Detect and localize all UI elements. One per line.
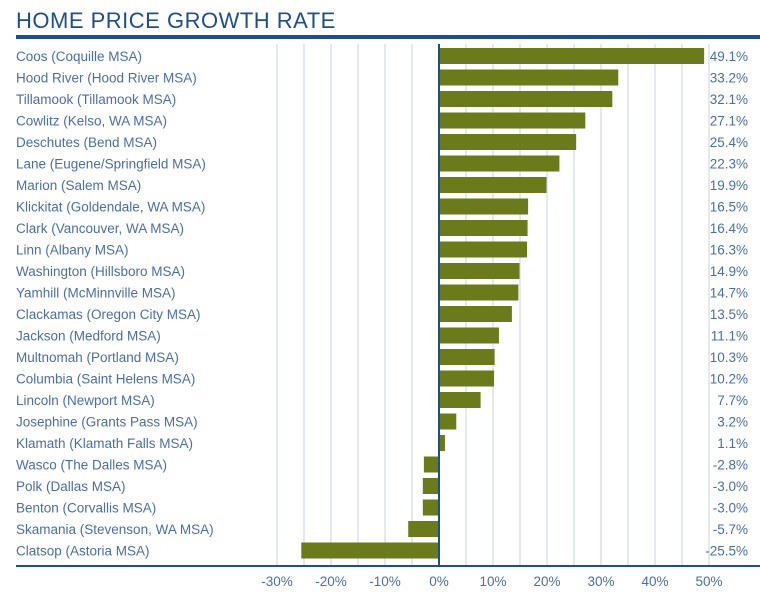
chart-title: HOME PRICE GROWTH RATE <box>16 8 336 33</box>
bar <box>439 370 495 387</box>
category-label: Clatsop (Astoria MSA) <box>16 544 150 559</box>
bar <box>439 134 577 150</box>
bar <box>439 327 499 344</box>
category-label: Jackson (Medford MSA) <box>16 329 161 344</box>
value-label: 11.1% <box>711 329 748 344</box>
bar <box>439 241 528 258</box>
bar <box>422 478 439 494</box>
category-label: Polk (Dallas MSA) <box>16 479 126 494</box>
category-label: Klickitat (Goldendale, WA MSA) <box>16 200 205 215</box>
value-label: 1.1% <box>717 436 748 451</box>
x-tick-label: -10% <box>369 574 401 589</box>
bar <box>439 263 520 279</box>
x-tick-label: 0% <box>429 574 449 589</box>
value-label: 13.5% <box>710 307 748 322</box>
value-label: 16.3% <box>710 243 748 258</box>
bar <box>408 521 439 537</box>
bar <box>439 198 529 215</box>
value-label: 3.2% <box>717 415 748 430</box>
category-label: Linn (Albany MSA) <box>16 243 129 258</box>
bar <box>439 413 457 430</box>
value-label: 16.4% <box>710 221 748 236</box>
category-label: Josephine (Grants Pass MSA) <box>16 415 198 430</box>
bar <box>439 392 481 408</box>
category-label: Clark (Vancouver, WA MSA) <box>16 221 184 236</box>
value-label: 32.1% <box>710 92 748 107</box>
value-label: -2.8% <box>713 458 748 473</box>
bar <box>423 456 439 473</box>
x-tick-label: 20% <box>533 574 560 589</box>
category-label: Lane (Eugene/Springfield MSA) <box>16 157 206 172</box>
value-label: 16.5% <box>710 200 748 215</box>
category-label: Klamath (Klamath Falls MSA) <box>16 436 193 451</box>
category-label: Tillamook (Tillamook MSA) <box>16 92 176 107</box>
category-label: Skamania (Stevenson, WA MSA) <box>16 522 214 537</box>
value-label: 22.3% <box>710 157 748 172</box>
category-label: Hood River (Hood River MSA) <box>16 71 197 86</box>
bar <box>439 48 705 64</box>
value-label: 7.7% <box>717 393 748 408</box>
value-label: 25.4% <box>710 135 748 150</box>
bar <box>439 284 519 301</box>
category-label: Multnomah (Portland MSA) <box>16 350 179 365</box>
x-tick-label: 50% <box>695 574 722 589</box>
value-label: 14.7% <box>710 286 748 301</box>
category-label: Deschutes (Bend MSA) <box>16 135 157 150</box>
x-tick-label: -20% <box>315 574 347 589</box>
category-label: Columbia (Saint Helens MSA) <box>16 372 195 387</box>
x-tick-label: -30% <box>261 574 293 589</box>
value-label: 49.1% <box>710 49 748 64</box>
bar <box>439 349 495 365</box>
bar <box>439 220 528 236</box>
category-label: Benton (Corvallis MSA) <box>16 501 156 516</box>
category-label: Lincoln (Newport MSA) <box>16 393 155 408</box>
value-label: 10.3% <box>710 350 748 365</box>
bar <box>301 542 439 559</box>
value-label: 19.9% <box>710 178 748 193</box>
category-label: Coos (Coquille MSA) <box>16 49 142 64</box>
category-label: Clackamas (Oregon City MSA) <box>16 307 201 322</box>
bar <box>439 435 445 451</box>
value-label: -3.0% <box>713 479 748 494</box>
value-label: 27.1% <box>710 114 748 129</box>
x-tick-label: 40% <box>641 574 668 589</box>
category-label: Wasco (The Dalles MSA) <box>16 458 167 473</box>
value-label: 33.2% <box>710 71 748 86</box>
category-label: Cowlitz (Kelso, WA MSA) <box>16 114 167 129</box>
bar <box>439 69 619 86</box>
value-label: 10.2% <box>710 372 748 387</box>
value-label: -5.7% <box>713 522 748 537</box>
title-rule <box>16 35 760 39</box>
category-label: Yamhill (McMinnville MSA) <box>16 286 176 301</box>
category-label: Washington (Hillsboro MSA) <box>16 264 185 279</box>
bar <box>422 499 439 516</box>
value-label: 14.9% <box>710 264 748 279</box>
x-tick-label: 30% <box>587 574 614 589</box>
bar <box>439 112 586 129</box>
bar <box>439 155 560 172</box>
bar <box>439 177 547 193</box>
bar <box>439 306 512 322</box>
value-label: -25.5% <box>705 544 748 559</box>
x-tick-label: 10% <box>479 574 506 589</box>
value-label: -3.0% <box>713 501 748 516</box>
category-label: Marion (Salem MSA) <box>16 178 141 193</box>
bar <box>439 91 613 107</box>
